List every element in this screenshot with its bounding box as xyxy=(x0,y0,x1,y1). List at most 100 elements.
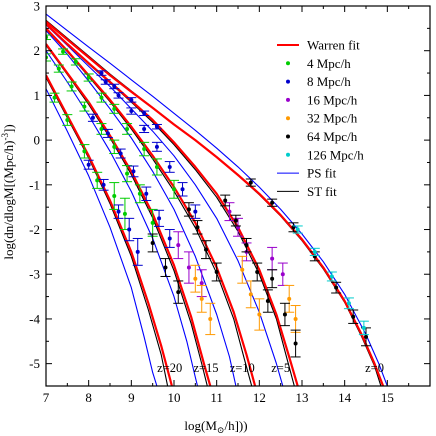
4-mpc-h-point xyxy=(61,49,66,54)
8-mpc-h-point xyxy=(116,93,121,98)
64-mpc-h-point xyxy=(244,243,249,248)
16-mpc-h-point xyxy=(176,243,181,248)
8-mpc-h-point xyxy=(101,182,106,187)
64-mpc-h-point xyxy=(270,276,275,281)
64-mpc-h-point xyxy=(195,225,200,230)
redshift-label: z=15 xyxy=(193,361,218,375)
redshift-label: z=10 xyxy=(230,361,255,375)
16-mpc-h-point xyxy=(227,209,232,214)
32-mpc-h-point xyxy=(240,267,245,272)
64-mpc-h-point xyxy=(293,341,298,346)
legend-dot-swatch xyxy=(286,152,290,157)
y-tick-label: 1 xyxy=(34,88,41,103)
64-mpc-h-point xyxy=(334,285,339,290)
ps-fit-curve xyxy=(46,88,158,386)
x-tick-label: 15 xyxy=(381,390,394,405)
32-mpc-h-point xyxy=(257,312,262,317)
legend-label: ST fit xyxy=(307,184,337,199)
64-mpc-h-point xyxy=(176,290,181,295)
64-mpc-h-point xyxy=(248,180,253,185)
x-tick-label: 11 xyxy=(210,390,223,405)
st-fit-curve xyxy=(46,23,295,386)
y-tick-label: -3 xyxy=(29,267,40,282)
warren-fit-curve xyxy=(46,74,173,386)
x-tick-label: 10 xyxy=(168,390,181,405)
4-mpc-h-point xyxy=(99,126,104,131)
8-mpc-h-point xyxy=(180,187,185,192)
4-mpc-h-point xyxy=(95,178,100,183)
curves-layer xyxy=(46,13,388,386)
8-mpc-h-point xyxy=(116,209,121,214)
legend-label: Warren fit xyxy=(307,38,360,53)
126-mpc-h-point xyxy=(361,325,366,330)
x-tick-label: 8 xyxy=(85,390,92,405)
126-mpc-h-point xyxy=(312,249,317,254)
legend-label: 32 Mpc/h xyxy=(307,111,358,126)
4-mpc-h-point xyxy=(65,118,70,122)
8-mpc-h-point xyxy=(154,144,159,149)
warren-fit-curve xyxy=(46,23,299,386)
legend-dot-swatch xyxy=(286,116,290,121)
x-tick-label: 13 xyxy=(296,390,309,405)
4-mpc-h-point xyxy=(73,59,78,64)
x-axis-label: log(M⊙/h])) xyxy=(184,418,247,435)
ps-fit-curve xyxy=(46,50,199,386)
legend-dot-swatch xyxy=(286,61,290,66)
126-mpc-h-point xyxy=(346,301,351,306)
64-mpc-h-point xyxy=(163,265,168,270)
8-mpc-h-point xyxy=(105,131,110,136)
4-mpc-h-point xyxy=(112,106,117,111)
4-mpc-h-point xyxy=(86,75,91,80)
legend-dot-swatch xyxy=(286,134,290,139)
8-mpc-h-point xyxy=(103,80,108,84)
warren-fit-curve xyxy=(46,43,212,386)
legend-label: 126 Mpc/h xyxy=(307,147,364,162)
16-mpc-h-point xyxy=(186,265,191,270)
32-mpc-h-point xyxy=(193,276,198,281)
8-mpc-h-point xyxy=(86,162,91,167)
32-mpc-h-point xyxy=(248,292,253,297)
legend-label: 16 Mpc/h xyxy=(307,92,358,107)
ps-fit-curve xyxy=(46,13,388,386)
32-mpc-h-point xyxy=(208,316,213,321)
4-mpc-h-point xyxy=(125,171,130,176)
ps-fit-curve xyxy=(46,30,237,386)
y-tick-label: -2 xyxy=(29,222,40,237)
4-mpc-h-point xyxy=(137,191,142,196)
4-mpc-h-point xyxy=(52,95,57,100)
64-mpc-h-point xyxy=(351,314,356,319)
8-mpc-h-point xyxy=(167,164,172,169)
y-tick-label: 3 xyxy=(34,0,41,14)
8-mpc-h-point xyxy=(127,227,132,232)
64-mpc-h-point xyxy=(282,312,287,317)
64-mpc-h-point xyxy=(150,240,155,245)
legend-label: 64 Mpc/h xyxy=(307,129,358,144)
8-mpc-h-point xyxy=(144,191,149,196)
8-mpc-h-point xyxy=(157,216,162,221)
legend-label: 4 Mpc/h xyxy=(307,56,351,71)
8-mpc-h-point xyxy=(112,84,117,89)
126-mpc-h-point xyxy=(329,274,334,279)
4-mpc-h-point xyxy=(172,187,176,192)
warren-fit-curve xyxy=(46,27,257,386)
4-mpc-h-point xyxy=(99,95,104,100)
y-tick-label: -1 xyxy=(29,177,40,192)
64-mpc-h-point xyxy=(204,247,208,252)
points-layer xyxy=(46,34,371,358)
redshift-labels: z=20 z=15 z=10 z=5 z=0 xyxy=(157,361,384,375)
legend-label: 8 Mpc/h xyxy=(307,74,351,89)
16-mpc-h-point xyxy=(199,281,204,286)
8-mpc-h-point xyxy=(90,115,95,120)
x-tick-label: 9 xyxy=(128,390,135,405)
32-mpc-h-point xyxy=(293,316,298,321)
x-tick-label: 12 xyxy=(253,390,266,405)
8-mpc-h-point xyxy=(142,126,147,131)
32-mpc-h-point xyxy=(199,296,204,301)
64-mpc-h-point xyxy=(265,299,270,304)
warren-fit-curve xyxy=(46,20,385,386)
4-mpc-h-point xyxy=(150,220,155,225)
redshift-label: z=5 xyxy=(271,361,290,375)
y-tick-label: 0 xyxy=(34,133,41,148)
8-mpc-h-point xyxy=(129,97,134,102)
